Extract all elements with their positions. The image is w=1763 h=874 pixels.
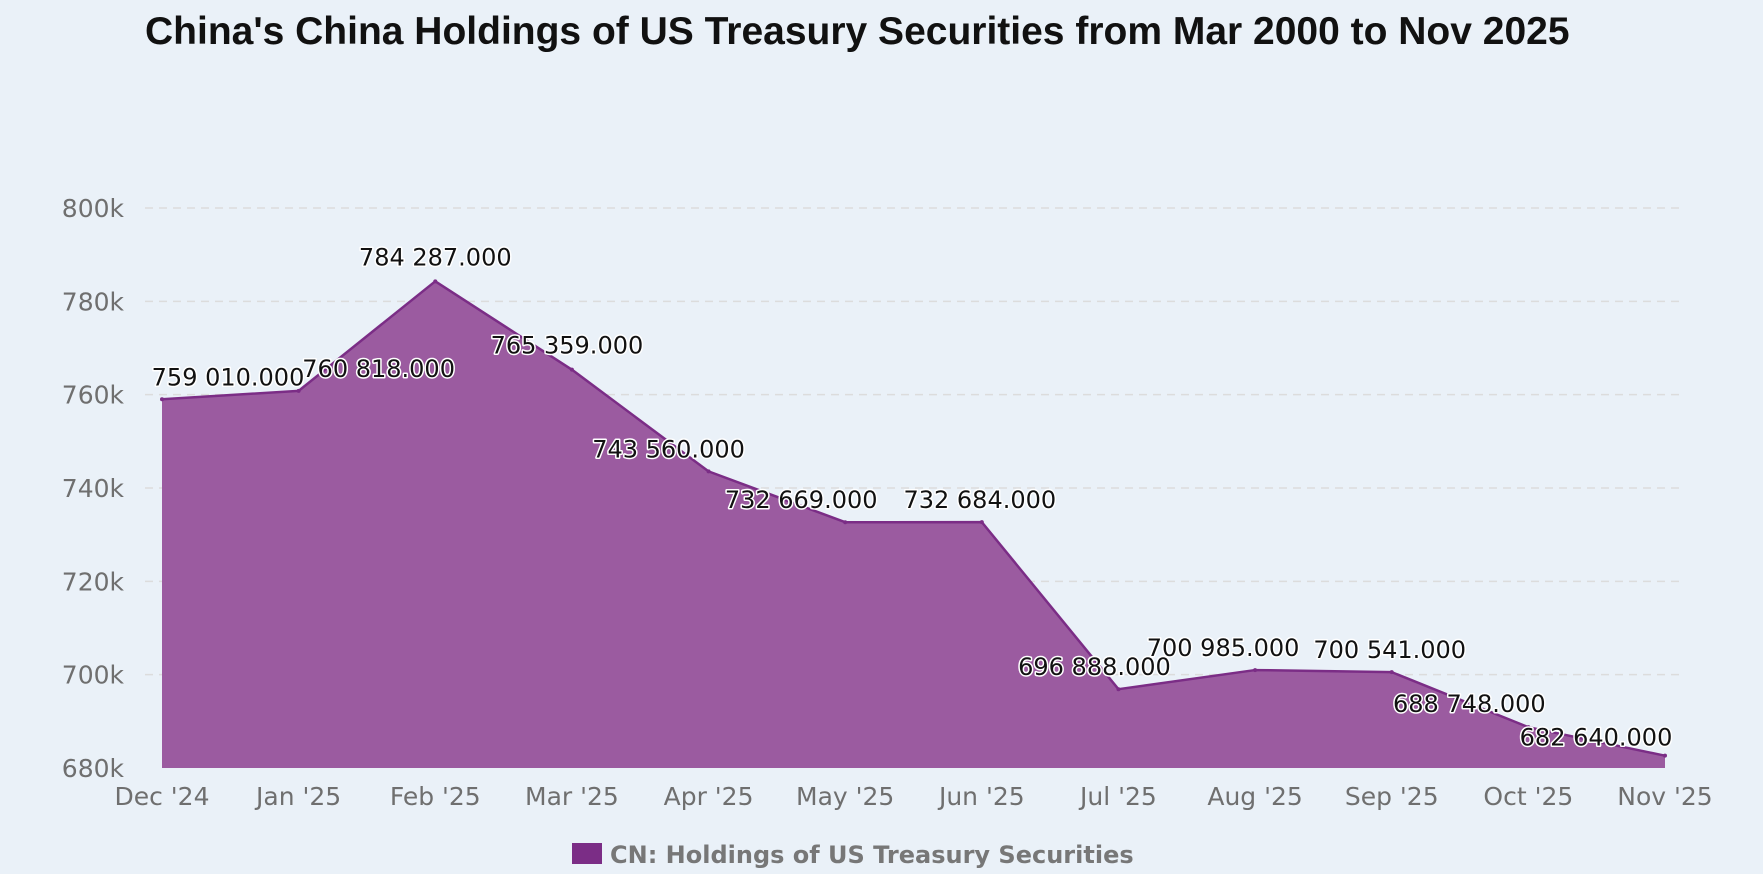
data-point[interactable]: [296, 388, 301, 393]
legend-swatch[interactable]: [572, 843, 602, 864]
data-label: 700 541.000: [1313, 636, 1466, 664]
data-label: 700 985.000: [1147, 634, 1300, 662]
y-tick-label: 740k: [62, 474, 125, 503]
x-tick-label: Feb '25: [390, 782, 481, 811]
area-fill[interactable]: [162, 281, 1665, 768]
data-point[interactable]: [979, 520, 984, 525]
data-label: 784 287.000: [359, 243, 512, 271]
data-label: 682 640.000: [1520, 724, 1673, 752]
y-axis-ticks: 680k 700k 720k 740k 760k 780k 800k: [62, 194, 125, 783]
x-tick-label: Jul '25: [1078, 782, 1157, 811]
legend-label[interactable]: CN: Holdings of US Treasury Securities: [610, 841, 1134, 869]
legend[interactable]: CN: Holdings of US Treasury Securities: [572, 841, 1134, 869]
x-tick-label: Apr '25: [664, 782, 754, 811]
data-point[interactable]: [1116, 687, 1121, 692]
x-tick-label: Jun '25: [937, 782, 1025, 811]
data-label: 732 684.000: [903, 486, 1056, 514]
data-label: 696 888.000: [1018, 653, 1171, 681]
data-label: 759 010.000: [152, 363, 305, 391]
data-point[interactable]: [433, 279, 438, 284]
x-tick-label: Sep '25: [1345, 782, 1439, 811]
y-tick-label: 700k: [62, 661, 125, 690]
data-point[interactable]: [569, 367, 574, 372]
data-label: 732 669.000: [725, 486, 878, 514]
y-tick-label: 680k: [62, 754, 125, 783]
data-point[interactable]: [160, 397, 164, 402]
data-point[interactable]: [1389, 670, 1394, 675]
data-point[interactable]: [1253, 668, 1258, 673]
y-tick-label: 760k: [62, 381, 125, 410]
x-tick-label: Dec '24: [114, 782, 209, 811]
y-tick-label: 780k: [62, 287, 125, 316]
series-line[interactable]: [161, 280, 1666, 757]
data-label: 688 748.000: [1393, 690, 1546, 718]
data-label: 765 359.000: [491, 332, 644, 360]
x-tick-label: Aug '25: [1207, 782, 1302, 811]
x-tick-label: Oct '25: [1483, 782, 1573, 811]
x-axis-ticks: Dec '24 Jan '25 Feb '25 Mar '25 Apr '25 May '…: [114, 782, 1712, 811]
y-tick-label: 720k: [62, 567, 125, 596]
area-series[interactable]: [160, 279, 1667, 768]
x-tick-label: Nov '25: [1617, 782, 1712, 811]
data-point[interactable]: [706, 469, 711, 474]
chart-title: China's China Holdings of US Treasury Se…: [145, 10, 1570, 53]
x-tick-label: Jan '25: [254, 782, 341, 811]
data-point[interactable]: [1526, 725, 1531, 730]
y-tick-label: 800k: [62, 194, 125, 223]
x-tick-label: Mar '25: [525, 782, 619, 811]
data-point[interactable]: [1663, 753, 1667, 758]
x-tick-label: May '25: [796, 782, 894, 811]
data-point[interactable]: [843, 520, 848, 525]
data-label: 760 818.000: [302, 355, 455, 383]
data-label: 743 560.000: [592, 435, 745, 463]
